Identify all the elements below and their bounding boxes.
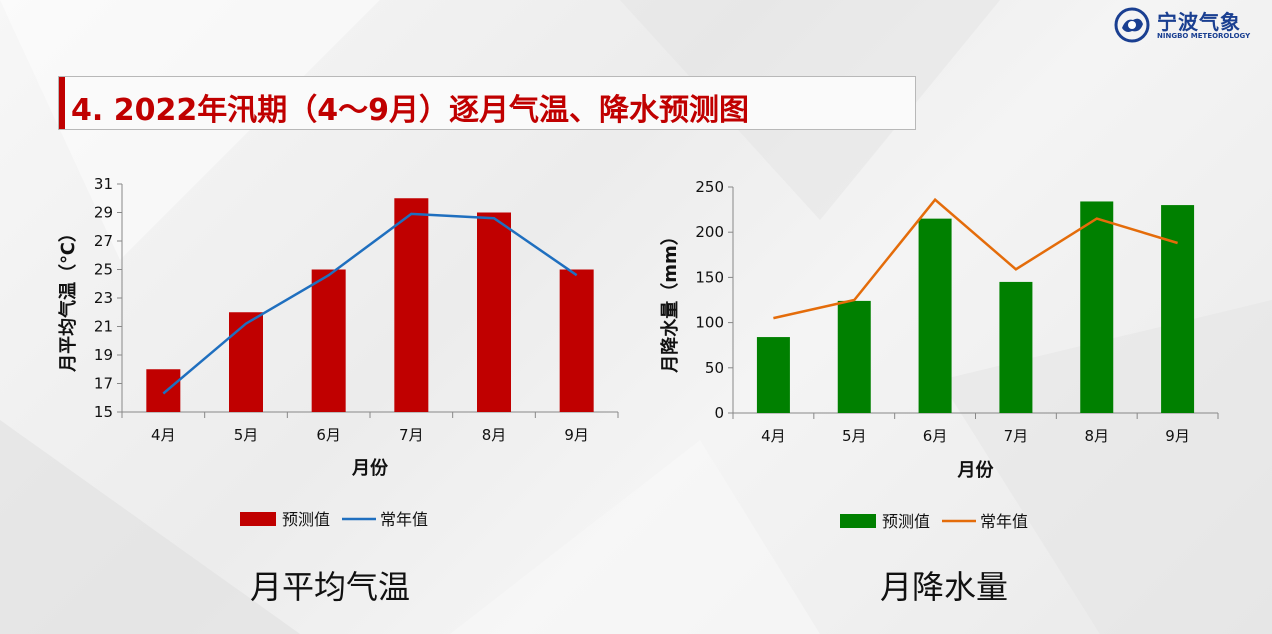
x-tick-label: 9月 [564, 426, 589, 444]
y-axis-label: 月平均气温（℃） [57, 224, 79, 373]
caption-precipitation: 月降水量 [880, 568, 1009, 606]
y-tick-label: 27 [94, 232, 113, 250]
title-accent-bar [59, 77, 65, 129]
y-tick-label: 15 [94, 403, 113, 421]
x-axis-label: 月份 [351, 457, 389, 479]
legend-label-line: 常年值 [980, 512, 1028, 531]
bar [559, 269, 594, 412]
logo-text-en: NINGBO METEOROLOGY [1157, 32, 1251, 40]
y-tick-label: 29 [94, 204, 113, 222]
x-tick-label: 8月 [1084, 427, 1109, 445]
page-title: 4. 2022年汛期（4～9月）逐月气温、降水预测图 [71, 93, 749, 128]
ningbo-meteorology-logo: 宁波气象 NINGBO METEOROLOGY [1113, 6, 1263, 44]
y-tick-label: 31 [94, 175, 113, 193]
bar [756, 337, 790, 413]
series-line [773, 197, 1178, 320]
bar [146, 369, 181, 412]
logo-text-cn: 宁波气象 [1157, 10, 1241, 34]
bar [229, 312, 263, 412]
bar [477, 212, 511, 412]
legend-label-bar: 预测值 [882, 512, 930, 531]
bar [394, 198, 429, 412]
x-tick-label: 6月 [316, 426, 341, 444]
x-tick-label: 7月 [1004, 427, 1029, 445]
x-axis-label: 月份 [957, 459, 995, 481]
y-tick-label: 150 [695, 268, 724, 286]
y-tick-label: 250 [695, 178, 724, 196]
bar [1161, 205, 1195, 413]
y-tick-label: 100 [695, 314, 724, 332]
y-tick-label: 21 [94, 318, 113, 336]
y-tick-label: 200 [695, 223, 724, 241]
y-axis-label: 月降水量（mm） [659, 227, 681, 374]
x-tick-label: 5月 [842, 427, 867, 445]
x-tick-label: 4月 [761, 427, 786, 445]
y-tick-label: 25 [94, 261, 113, 279]
legend-label-line: 常年值 [380, 510, 428, 529]
bar [837, 300, 871, 413]
y-tick-label: 50 [705, 359, 724, 377]
x-tick-label: 4月 [151, 426, 176, 444]
x-tick-label: 8月 [482, 426, 507, 444]
y-tick-label: 23 [94, 289, 113, 307]
x-tick-label: 9月 [1165, 427, 1190, 445]
x-tick-label: 7月 [399, 426, 424, 444]
y-tick-label: 17 [94, 375, 113, 393]
legend-swatch-bar [240, 512, 276, 526]
bar [918, 218, 952, 413]
legend-label-bar: 预测值 [282, 510, 330, 529]
bar [999, 281, 1033, 413]
y-tick-label: 19 [94, 346, 113, 364]
caption-temperature: 月平均气温 [250, 568, 411, 606]
x-tick-label: 6月 [923, 427, 948, 445]
title-banner: 4. 2022年汛期（4～9月）逐月气温、降水预测图 [58, 76, 916, 130]
bar [1080, 201, 1114, 413]
y-tick-label: 0 [714, 404, 724, 422]
legend-swatch-bar [840, 514, 876, 528]
bar [311, 269, 346, 412]
logo-emblem-icon [1114, 7, 1150, 43]
x-tick-label: 5月 [234, 426, 259, 444]
series-line [162, 212, 578, 395]
